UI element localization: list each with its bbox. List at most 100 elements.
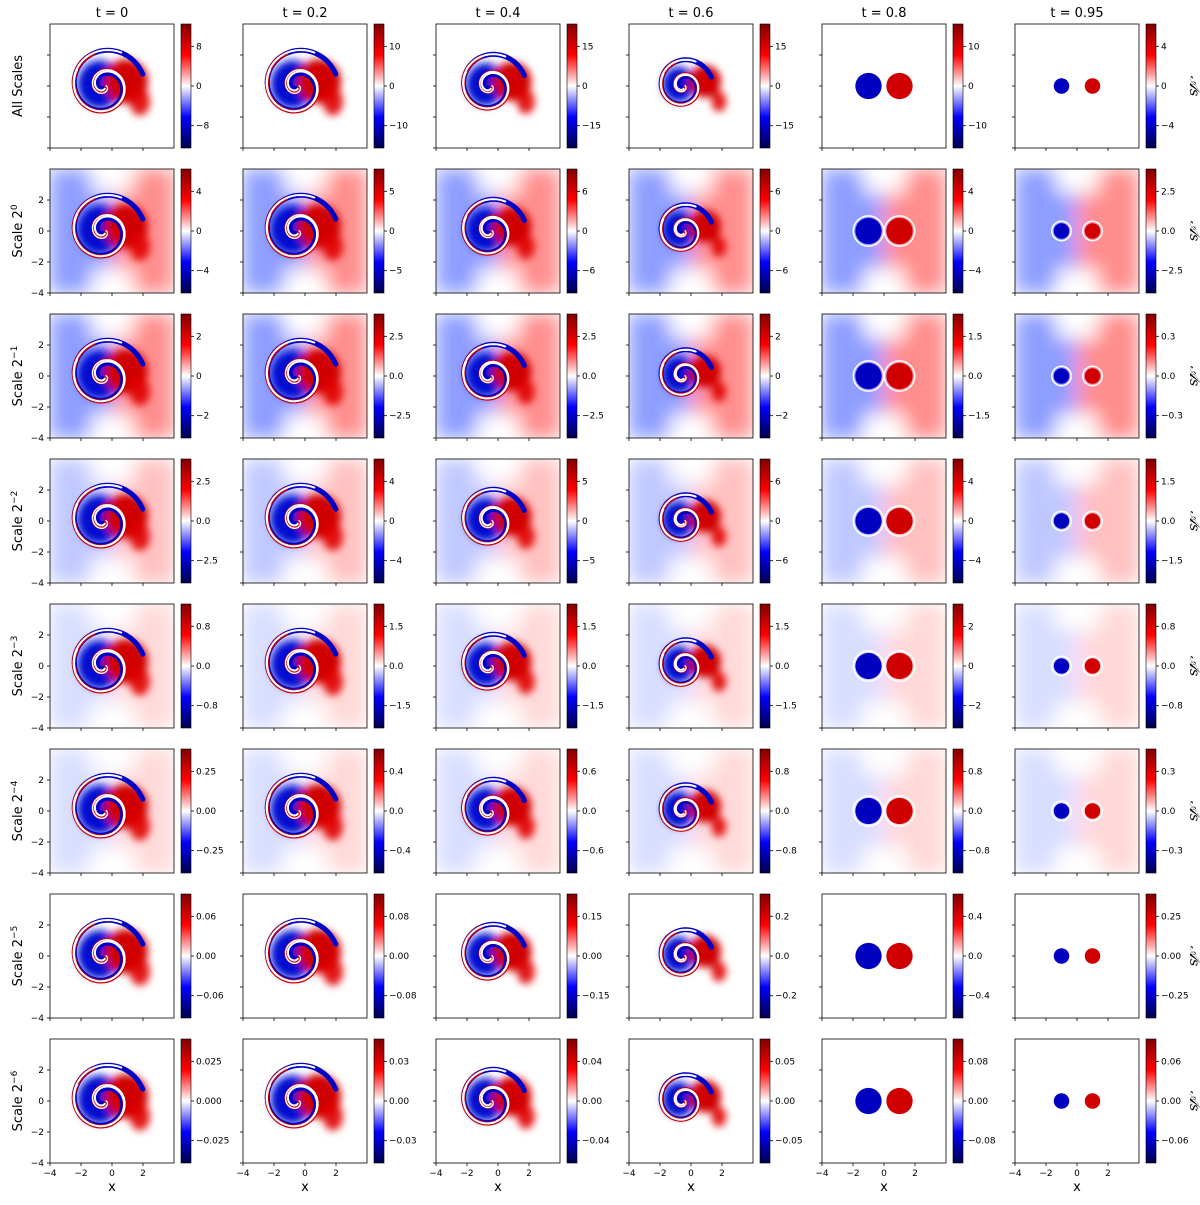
- colorbar: [759, 893, 771, 1019]
- x-axis-label: x: [1073, 1180, 1081, 1195]
- spiral-arms: [71, 627, 146, 694]
- vortex-dipole: [852, 360, 916, 392]
- colorbar-tick-label: −0.06: [1161, 1137, 1189, 1147]
- vortex-dipole: [1051, 800, 1103, 822]
- background-field: [243, 459, 367, 583]
- panel: 0.25 0.00 −0.25: [1012, 893, 1189, 1021]
- panel: −4 −2 0 2 0.04 0.00 −0.04: [429, 1038, 610, 1179]
- colorbar-label: 𝒜s: [1186, 946, 1200, 966]
- panel: −4 −2 0 2 0.06 0.00 −0.06: [1008, 1038, 1189, 1179]
- colorbar-tick-label: 0.3: [1161, 767, 1175, 777]
- colorbar-tick-label: 0: [196, 227, 202, 237]
- colorbar-tick-label: 0: [968, 82, 974, 92]
- row-label: Scale 2−4: [10, 780, 26, 841]
- panel: −4 −2 0 2 2 0 −2: [31, 313, 209, 444]
- panel-background: [1015, 1039, 1139, 1163]
- y-tick-label: −4: [31, 1159, 45, 1169]
- colorbar: [566, 748, 578, 874]
- colorbar-tick-label: 0.8: [196, 622, 211, 632]
- panel: 2 0 −2: [819, 603, 981, 731]
- colorbar-tick-label: −6: [775, 557, 789, 567]
- vorticity-field: [243, 604, 367, 728]
- vorticity-field: [822, 314, 946, 438]
- spiral-arms: [461, 51, 527, 111]
- colorbar-label: 𝒜s: [1186, 801, 1200, 821]
- colorbar-tick-label: −4: [968, 267, 982, 277]
- colorbar-tick-label: 0.0: [1161, 807, 1176, 817]
- panel: 10 0 −10: [819, 23, 987, 151]
- background-field: [50, 749, 174, 873]
- vorticity-field: [658, 927, 727, 982]
- vorticity-field: [629, 749, 753, 873]
- row-label: Scale 2−5: [10, 926, 26, 987]
- colorbar: [180, 893, 192, 1019]
- spiral-arms: [461, 486, 527, 546]
- x-tick-label: −2: [846, 1169, 859, 1179]
- colorbar-tick-label: −2.5: [582, 412, 604, 422]
- colorbar-tick-label: −0.3: [1161, 847, 1183, 857]
- spiral-arms: [71, 47, 146, 114]
- y-tick-label: −2: [31, 693, 44, 703]
- panel: −4 −2 0 2 0.8 0.0 −0.8: [31, 603, 218, 734]
- colorbar-tick-label: 0.0: [582, 662, 597, 672]
- panel: −4 −2 0 2 0.03 0.00 −0.03: [236, 1038, 417, 1179]
- colorbar: [373, 458, 385, 584]
- panel: 0.15 0.00 −0.15: [433, 893, 610, 1021]
- colorbar-tick-label: 0.0: [1161, 372, 1176, 382]
- panel: 2.5 0.0 −2.5: [1012, 168, 1183, 296]
- vorticity-field: [71, 1062, 150, 1131]
- colorbar-tick-label: 1.5: [389, 622, 403, 632]
- colorbar-tick-label: −1.5: [1161, 557, 1183, 567]
- spiral-arms: [264, 192, 339, 259]
- vortex-negative: [1053, 948, 1070, 964]
- colorbar-tick-label: −8: [196, 122, 210, 132]
- vorticity-field: [822, 459, 946, 583]
- vortex-dipole: [852, 940, 916, 972]
- spiral-arms: [461, 631, 527, 691]
- colorbar-tick-label: 0.00: [389, 952, 409, 962]
- colorbar-tick-label: 0.15: [582, 912, 602, 922]
- colorbar-tick-label: 0.0: [389, 662, 404, 672]
- colorbar-tick-label: −0.03: [389, 1137, 417, 1147]
- background-field: [1015, 749, 1139, 873]
- y-tick-label: 2: [38, 486, 44, 496]
- colorbar-tick-label: −0.25: [196, 847, 224, 857]
- colorbar: [952, 748, 964, 874]
- colorbar: [952, 603, 964, 729]
- vorticity-field: [1015, 314, 1139, 438]
- colorbar-tick-label: 0.03: [389, 1057, 409, 1067]
- vorticity-field: [264, 47, 343, 116]
- colorbar-tick-label: 2.5: [196, 477, 210, 487]
- x-tick-label: −2: [460, 1169, 473, 1179]
- background-field: [1015, 604, 1139, 728]
- panel: 6 0 −6: [626, 458, 789, 586]
- vortex-negative: [1053, 513, 1070, 529]
- y-tick-label: −4: [31, 434, 45, 444]
- vortex-negative: [1053, 78, 1070, 94]
- panel: 8 0 −8: [47, 23, 210, 151]
- panel: 1.5 0.0 −1.5: [240, 603, 411, 731]
- colorbar-tick-label: −1.5: [968, 412, 990, 422]
- colorbar-tick-label: 0.4: [389, 767, 404, 777]
- vorticity-field: [658, 1072, 727, 1127]
- spiral-arms: [658, 57, 714, 107]
- vorticity-field: [822, 604, 946, 728]
- colorbar-tick-label: 5: [389, 187, 395, 197]
- colorbar-tick-label: −0.6: [582, 847, 604, 857]
- y-tick-label: −4: [31, 1014, 45, 1024]
- panel: 0.3 0.0 −0.3: [1012, 313, 1183, 441]
- vortex-negative: [855, 652, 882, 680]
- panel: 0.3 0.0 −0.3: [1012, 748, 1183, 876]
- row-label: Scale 2−6: [10, 1070, 26, 1131]
- panel: 2.5 0.0 −2.5: [240, 313, 411, 441]
- colorbar: [180, 23, 192, 149]
- x-tick-label: 2: [526, 1169, 532, 1179]
- y-tick-label: 0: [38, 662, 44, 672]
- colorbar-tick-label: 2: [775, 332, 781, 342]
- colorbar-tick-label: 0.6: [582, 767, 597, 777]
- x-tick-label: 0: [302, 1169, 308, 1179]
- colorbar: [180, 603, 192, 729]
- colorbar-tick-label: −15: [775, 122, 794, 132]
- y-tick-label: 2: [38, 631, 44, 641]
- vortex-dipole: [852, 1085, 916, 1117]
